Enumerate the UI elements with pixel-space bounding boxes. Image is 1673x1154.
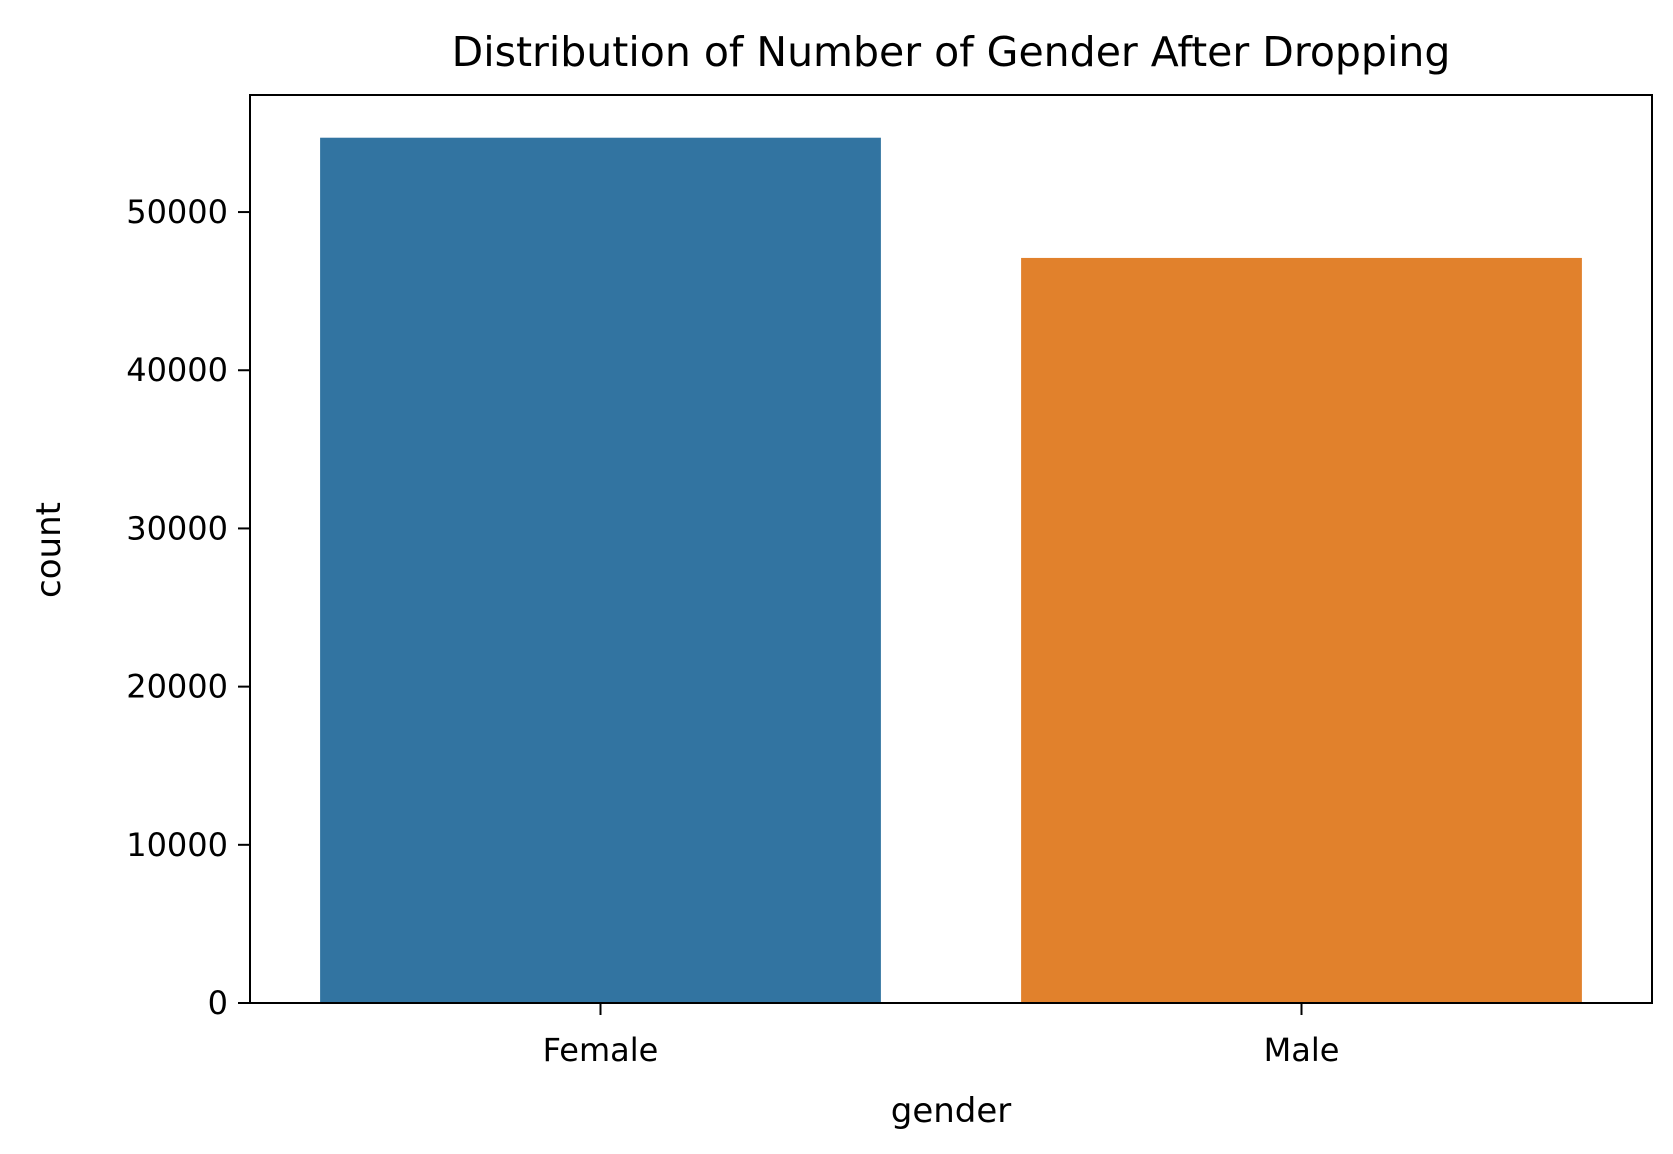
y-tick-label: 10000 [126,826,228,864]
x-axis-label: gender [891,1091,1012,1131]
bar-female [320,137,881,1003]
x-tick-label: Male [1264,1031,1340,1069]
plot-area-frame [249,94,1653,1004]
y-axis-ticks: 0 10000 20000 30000 40000 50000 [126,193,250,1022]
bars-layer [320,137,1582,1003]
x-tick-label: Female [543,1031,659,1069]
y-tick-label: 40000 [126,351,228,389]
y-tick-label: 50000 [126,193,228,231]
y-tick-label: 0 [208,984,228,1022]
chart-title: Distribution of Number of Gender After D… [452,28,1451,76]
y-tick-label: 20000 [126,668,228,706]
x-axis-ticks: Female Male [543,1003,1340,1069]
y-axis-label: count [29,502,69,598]
bar-male [1021,257,1582,1003]
y-tick-label: 30000 [126,509,228,547]
